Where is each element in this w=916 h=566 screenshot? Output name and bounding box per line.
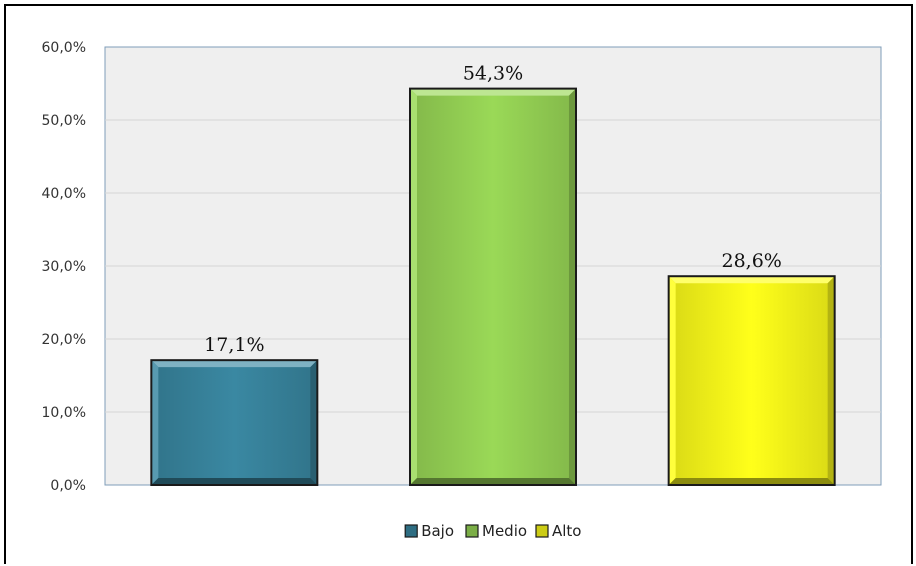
legend-label: Alto	[552, 522, 582, 540]
data-label-medio: 54,3%	[463, 63, 523, 85]
bar-outline	[150, 359, 319, 487]
legend: Bajo Medio Alto	[404, 522, 582, 540]
bar-body	[668, 276, 835, 485]
bar-bevel-bottom	[410, 478, 576, 485]
y-axis-ticks: 0,0% 10,0% 20,0% 30,0% 40,0% 50,0% 60,0%	[42, 40, 86, 494]
legend-swatch	[404, 524, 418, 538]
legend-swatch	[465, 524, 479, 538]
y-tick-label: 30,0%	[42, 259, 86, 275]
bar-bevel-bottom	[151, 478, 318, 485]
y-tick-label: 60,0%	[42, 40, 86, 56]
bar-medio	[409, 87, 577, 487]
y-tick-label: 40,0%	[42, 186, 86, 202]
bar-bevel-left	[668, 276, 676, 485]
bar-bevel-right	[827, 276, 835, 485]
legend-label: Medio	[482, 522, 527, 540]
y-tick-label: 10,0%	[42, 405, 86, 421]
y-tick-label: 0,0%	[50, 478, 86, 494]
bar-body	[410, 88, 576, 486]
legend-item-bajo: Bajo	[404, 522, 454, 540]
bars	[150, 87, 836, 487]
legend-item-medio: Medio	[465, 522, 527, 540]
bar-bevel-top	[410, 88, 576, 96]
bar-bajo	[150, 359, 319, 487]
bar-bevel-right	[569, 88, 576, 486]
legend-label: Bajo	[421, 522, 454, 540]
y-tick-label: 50,0%	[42, 113, 86, 129]
bar-alto	[667, 275, 836, 486]
bar-body	[151, 360, 318, 485]
legend-swatch	[535, 524, 549, 538]
bar-outline	[667, 275, 836, 486]
bar-bevel-left	[151, 360, 159, 485]
legend-item-alto: Alto	[535, 522, 582, 540]
bar-chart: 0,0% 10,0% 20,0% 30,0% 40,0% 50,0% 60,0% 17,1%…	[42, 40, 882, 540]
bar-bevel-top	[151, 360, 318, 368]
data-label-bajo: 17,1%	[204, 334, 264, 356]
data-label-alto: 28,6%	[721, 250, 781, 272]
y-tick-label: 20,0%	[42, 332, 86, 348]
bar-outline	[409, 87, 577, 487]
data-labels: 17,1% 54,3% 28,6%	[204, 63, 782, 357]
bar-bevel-bottom	[668, 478, 835, 485]
bar-bevel-top	[668, 276, 835, 284]
bar-bevel-right	[310, 360, 318, 485]
bar-bevel-left	[410, 88, 417, 486]
chart-frame: 0,0% 10,0% 20,0% 30,0% 40,0% 50,0% 60,0% 17,1%…	[4, 4, 913, 564]
